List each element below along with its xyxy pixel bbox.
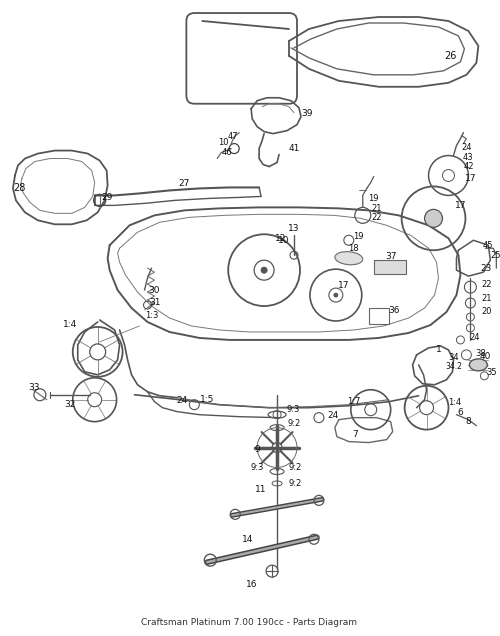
Text: 1:3: 1:3 <box>145 310 158 319</box>
Text: 9:3: 9:3 <box>286 405 300 414</box>
Text: 27: 27 <box>178 179 190 188</box>
Text: 39: 39 <box>301 109 312 118</box>
Text: 6: 6 <box>458 408 464 417</box>
Text: 18: 18 <box>348 244 359 252</box>
Text: 29: 29 <box>101 193 112 202</box>
Text: 47: 47 <box>228 132 238 141</box>
Text: 36: 36 <box>388 305 400 315</box>
Text: 1:5: 1:5 <box>200 395 214 404</box>
Text: 10: 10 <box>278 236 290 245</box>
Text: 13: 13 <box>288 224 300 233</box>
Text: 19: 19 <box>354 232 364 241</box>
Circle shape <box>334 293 338 297</box>
Text: 30: 30 <box>148 286 160 294</box>
Text: 34: 34 <box>448 354 459 363</box>
Text: 9:2: 9:2 <box>288 463 302 472</box>
Ellipse shape <box>470 359 488 371</box>
Text: 17: 17 <box>454 201 466 210</box>
Text: 40: 40 <box>480 352 491 361</box>
Text: 9:2: 9:2 <box>288 479 302 488</box>
Text: 14: 14 <box>242 535 253 544</box>
Text: 1:7: 1:7 <box>347 398 360 406</box>
Text: 7: 7 <box>352 430 358 439</box>
Text: 46: 46 <box>222 148 232 157</box>
Bar <box>374 260 406 274</box>
Text: 31: 31 <box>150 298 161 307</box>
Text: 11: 11 <box>256 485 267 494</box>
Text: 20: 20 <box>481 307 492 315</box>
Circle shape <box>261 267 267 273</box>
Text: 25: 25 <box>490 251 500 259</box>
Text: 8: 8 <box>466 417 471 426</box>
Text: 17: 17 <box>338 280 349 289</box>
Text: 26: 26 <box>444 51 456 61</box>
Text: 24: 24 <box>327 411 338 420</box>
Text: 42: 42 <box>463 162 473 171</box>
Text: 9: 9 <box>254 445 260 454</box>
Text: 9:2: 9:2 <box>288 419 300 428</box>
Text: 45: 45 <box>483 241 494 250</box>
Text: 1:4: 1:4 <box>62 321 77 329</box>
Text: 24: 24 <box>461 143 471 152</box>
Circle shape <box>424 209 442 227</box>
Ellipse shape <box>335 252 362 265</box>
Text: 22: 22 <box>372 213 382 222</box>
Text: 9:3: 9:3 <box>250 463 264 472</box>
Text: 21: 21 <box>481 294 492 303</box>
Text: Craftsman Platinum 7.00 190cc - Parts Diagram: Craftsman Platinum 7.00 190cc - Parts Di… <box>141 618 357 628</box>
Bar <box>368 308 388 324</box>
Text: 17: 17 <box>464 174 476 183</box>
Text: 19: 19 <box>368 194 379 203</box>
Text: 28: 28 <box>14 183 26 193</box>
Text: 21: 21 <box>372 204 382 213</box>
Text: 24: 24 <box>469 333 480 342</box>
Text: 38: 38 <box>475 349 486 358</box>
Text: 37: 37 <box>385 252 396 261</box>
Text: 32: 32 <box>64 400 76 409</box>
Text: 1: 1 <box>436 345 442 354</box>
Text: 22: 22 <box>481 280 492 289</box>
Text: 1:4: 1:4 <box>448 398 461 407</box>
Text: 33: 33 <box>28 384 40 392</box>
Text: 12: 12 <box>276 234 286 243</box>
Text: 16: 16 <box>246 579 258 588</box>
Text: 34.2: 34.2 <box>445 363 462 371</box>
Text: 43: 43 <box>463 153 473 162</box>
Text: 41: 41 <box>288 144 300 153</box>
Text: 23: 23 <box>480 264 492 273</box>
Text: 24: 24 <box>177 396 188 405</box>
Text: 10: 10 <box>218 138 228 147</box>
Text: 35: 35 <box>486 368 496 377</box>
